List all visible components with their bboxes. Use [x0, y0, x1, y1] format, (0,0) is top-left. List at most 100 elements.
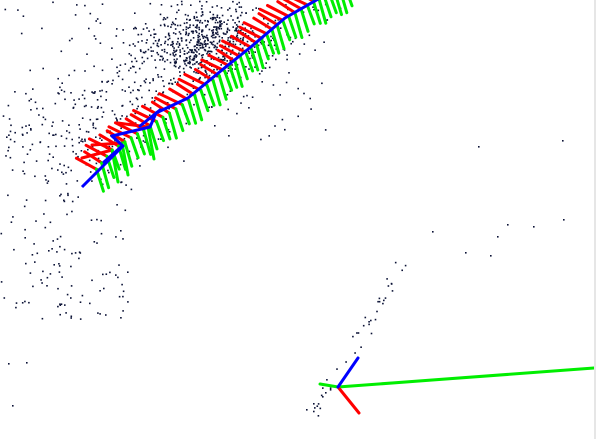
- cloud-point: [48, 132, 50, 135]
- cloud-point: [228, 29, 231, 32]
- cloud-point: [163, 48, 166, 51]
- cloud-point: [211, 16, 214, 19]
- cloud-point: [145, 78, 147, 80]
- trajectory-frame: [90, 141, 130, 177]
- cloud-point: [12, 216, 14, 218]
- cloud-point: [136, 107, 138, 110]
- cloud-point: [234, 22, 236, 24]
- cloud-point: [199, 76, 201, 79]
- frame-y-axis: [120, 141, 130, 177]
- cloud-point: [228, 7, 231, 10]
- cloud-point: [116, 28, 118, 30]
- cloud-point: [277, 19, 279, 21]
- cloud-point: [96, 99, 99, 101]
- cloud-point: [320, 394, 323, 397]
- frame-x-axis: [252, 16, 274, 31]
- cloud-point: [193, 103, 195, 106]
- cloud-point: [236, 34, 239, 37]
- cloud-point: [92, 92, 95, 94]
- cloud-point: [205, 43, 207, 46]
- cloud-point: [222, 55, 224, 58]
- cloud-point: [41, 123, 44, 126]
- cloud-point: [44, 226, 47, 229]
- trajectory-frame: [207, 53, 239, 89]
- cloud-point: [76, 180, 79, 182]
- cloud-point: [267, 22, 269, 25]
- frame-y-axis: [167, 111, 178, 140]
- cloud-point: [90, 219, 93, 221]
- cloud-point: [199, 21, 201, 24]
- cloud-point: [264, 67, 267, 69]
- cloud-point: [61, 82, 63, 84]
- cloud-point: [173, 47, 175, 49]
- cloud-point: [95, 118, 98, 121]
- cloud-point: [25, 125, 27, 127]
- frame-x-axis: [74, 156, 98, 171]
- cloud-point: [75, 153, 77, 155]
- cloud-point: [148, 114, 151, 116]
- cloud-point: [465, 252, 467, 254]
- cloud-point: [321, 82, 323, 85]
- cloud-point: [40, 279, 42, 281]
- cloud-point: [8, 146, 10, 149]
- cloud-point: [162, 18, 165, 21]
- cloud-point: [23, 172, 26, 175]
- cloud-point: [52, 240, 54, 242]
- cloud-point: [102, 273, 104, 276]
- cloud-point: [283, 49, 286, 51]
- cloud-point: [268, 66, 271, 69]
- cloud-point: [354, 352, 356, 354]
- cloud-point: [173, 61, 176, 63]
- cloud-point: [78, 124, 80, 126]
- cloud-point: [236, 27, 238, 29]
- cloud-point: [394, 261, 397, 264]
- cloud-point: [41, 27, 43, 30]
- cloud-point: [120, 181, 122, 184]
- cloud-point: [186, 46, 189, 49]
- trajectory-frame: [335, 0, 343, 17]
- frame-x-axis: [80, 148, 114, 160]
- cloud-point: [243, 44, 246, 47]
- cloud-point: [212, 29, 215, 31]
- cloud-point: [59, 235, 62, 238]
- cloud-point: [121, 105, 123, 107]
- cloud-point: [100, 106, 103, 109]
- cloud-point: [111, 145, 114, 148]
- cloud-point: [191, 49, 193, 51]
- cloud-point: [204, 39, 206, 42]
- cloud-point: [533, 226, 535, 228]
- cloud-point: [201, 47, 203, 49]
- cloud-point: [80, 140, 82, 142]
- frame-y-axis: [199, 88, 210, 113]
- cloud-point: [226, 31, 228, 34]
- cloud-point: [105, 91, 108, 93]
- cloud-point: [186, 52, 189, 55]
- cloud-point: [172, 54, 175, 56]
- cloud-point: [235, 24, 238, 26]
- cloud-point: [134, 112, 137, 115]
- cloud-point: [9, 156, 12, 159]
- cloud-point: [121, 89, 124, 91]
- cloud-point: [193, 56, 196, 58]
- cloud-point: [149, 107, 152, 109]
- cloud-point: [118, 264, 120, 266]
- cloud-point: [183, 53, 186, 55]
- cloud-point: [263, 18, 265, 20]
- cloud-point: [208, 74, 211, 77]
- frame-z-axis: [138, 108, 162, 128]
- cloud-point: [6, 136, 8, 138]
- cloud-point: [149, 82, 151, 84]
- cloud-point: [142, 51, 145, 54]
- cloud-point: [370, 319, 372, 322]
- cloud-point: [210, 50, 213, 53]
- cloud-point: [116, 120, 118, 122]
- trajectory-frame: [237, 30, 265, 70]
- cloud-point: [362, 324, 365, 327]
- cloud-point: [99, 313, 101, 315]
- frame-x-axis: [242, 21, 268, 36]
- cloud-point: [33, 243, 35, 245]
- cloud-point: [193, 15, 196, 18]
- cloud-point: [153, 33, 156, 35]
